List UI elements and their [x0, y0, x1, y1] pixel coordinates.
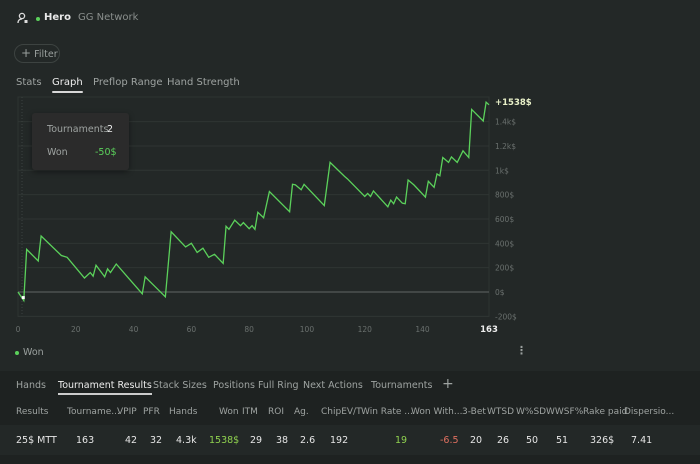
y-tick-label: 1.4k$	[495, 118, 516, 127]
column-header[interactable]: WWSF%	[546, 407, 584, 417]
table-cell: 20	[470, 435, 483, 446]
table-cell: 1538$	[209, 435, 240, 446]
tab-positions-full-ring[interactable]: Positions Full Ring	[213, 380, 299, 391]
column-header[interactable]: Won	[219, 407, 239, 417]
table-cell: 29	[250, 435, 263, 446]
filter-button[interactable]: + Filter	[14, 44, 60, 63]
legend-dot	[15, 350, 19, 355]
tooltip-won-value: -50$	[95, 147, 117, 158]
y-tick-label: 1.2k$	[495, 142, 516, 151]
x-tick-label: 120	[358, 325, 373, 334]
tab-next-actions[interactable]: Next Actions	[303, 380, 363, 391]
tab-tournaments[interactable]: Tournaments	[371, 380, 433, 391]
table-row[interactable]	[0, 425, 700, 455]
column-header[interactable]: WTSD	[487, 407, 515, 417]
won-series-line	[17, 100, 490, 303]
column-header[interactable]: 3-Bet	[462, 407, 486, 417]
tooltip-tournaments-value: 2	[107, 124, 114, 135]
y-tick-label: 200$	[495, 264, 514, 273]
tab-hands[interactable]: Hands	[16, 380, 46, 391]
legend-won[interactable]: Won	[15, 347, 44, 358]
y-tick-label: 1k$	[495, 166, 509, 175]
network-name: GG Network	[78, 12, 139, 23]
tab-stats[interactable]: Stats	[16, 77, 42, 88]
tab-preflop-range[interactable]: Preflop Range	[93, 77, 163, 88]
player-name: Hero	[44, 12, 71, 23]
plus-icon: +	[21, 46, 32, 60]
table-cell: 19	[395, 435, 408, 446]
x-tick-label: 140	[415, 325, 430, 334]
table-cell: 26	[497, 435, 510, 446]
table-cell: 2.6	[300, 435, 316, 446]
x-last-label: 163	[480, 325, 498, 335]
y-tick-label: 600$	[495, 215, 514, 224]
column-header[interactable]: ITM	[242, 407, 258, 417]
tab-hand-strength[interactable]: Hand Strength	[167, 77, 240, 88]
x-tick-label: 60	[187, 325, 197, 334]
table-cell: 326$	[590, 435, 615, 446]
table-cell: 192	[330, 435, 349, 446]
chart-tooltip: Tournaments 2 Won -50$	[32, 113, 129, 170]
tooltip-tournaments-label: Tournaments	[47, 124, 109, 135]
x-tick-label: 80	[244, 325, 254, 334]
x-tick-label: 100	[300, 325, 315, 334]
column-header[interactable]: W%SD	[516, 407, 547, 417]
status-dot	[36, 17, 40, 21]
column-header[interactable]: Win Rate ...	[361, 407, 413, 417]
column-header[interactable]: VPIP	[117, 407, 137, 417]
y-tick-label: 0$	[495, 288, 505, 297]
column-header[interactable]: ChipEV/T	[321, 407, 362, 417]
column-header[interactable]: Dispersio...	[624, 407, 675, 417]
table-cell: 50	[526, 435, 539, 446]
end-value-label: +1538$	[495, 98, 532, 108]
more-options-icon[interactable]: ⋮	[516, 344, 527, 357]
column-header[interactable]: Results	[16, 407, 49, 417]
column-header[interactable]: Hands	[169, 407, 198, 417]
user-settings-icon[interactable]	[17, 12, 29, 24]
table-cell: 42	[125, 435, 138, 446]
y-tick-label: -200$	[495, 312, 517, 321]
column-header[interactable]: Won With...	[411, 407, 463, 417]
x-tick-label: 20	[71, 325, 81, 334]
hover-point	[21, 296, 25, 300]
profit-graph[interactable]: -200$ 0$ 200$ 400$ 600$ 800$ 1k$ 1.2k$ 1.4k$ 0 20 4…	[0, 95, 560, 340]
table-cell: 38	[276, 435, 289, 446]
x-tick-label: 0	[16, 325, 21, 334]
table-cell: 51	[556, 435, 569, 446]
tooltip-won-label: Won	[47, 147, 68, 158]
y-tick-label: 400$	[495, 239, 514, 248]
column-header[interactable]: PFR	[143, 407, 160, 417]
column-header[interactable]: Tourname...	[67, 407, 120, 417]
table-cell: 25$ MTT	[16, 435, 57, 446]
table-cell: 4.3k	[176, 435, 197, 446]
tab-graph[interactable]: Graph	[52, 77, 83, 93]
column-header[interactable]: ROI	[268, 407, 284, 417]
legend-label: Won	[23, 347, 44, 358]
column-header[interactable]: Rake paid	[583, 407, 628, 417]
add-tab-plus-icon[interactable]: +	[442, 376, 454, 392]
x-tick-label: 40	[129, 325, 139, 334]
table-cell: 32	[150, 435, 163, 446]
y-tick-label: 800$	[495, 191, 514, 200]
table-cell: 7.41	[631, 435, 653, 446]
filter-label: Filter	[34, 49, 58, 60]
table-cell: 163	[76, 435, 95, 446]
table-cell: -6.5	[440, 435, 459, 446]
tab-tournament-results[interactable]: Tournament Results	[58, 380, 152, 395]
tab-stack-sizes[interactable]: Stack Sizes	[153, 380, 207, 391]
column-header[interactable]: Ag.	[294, 407, 309, 417]
